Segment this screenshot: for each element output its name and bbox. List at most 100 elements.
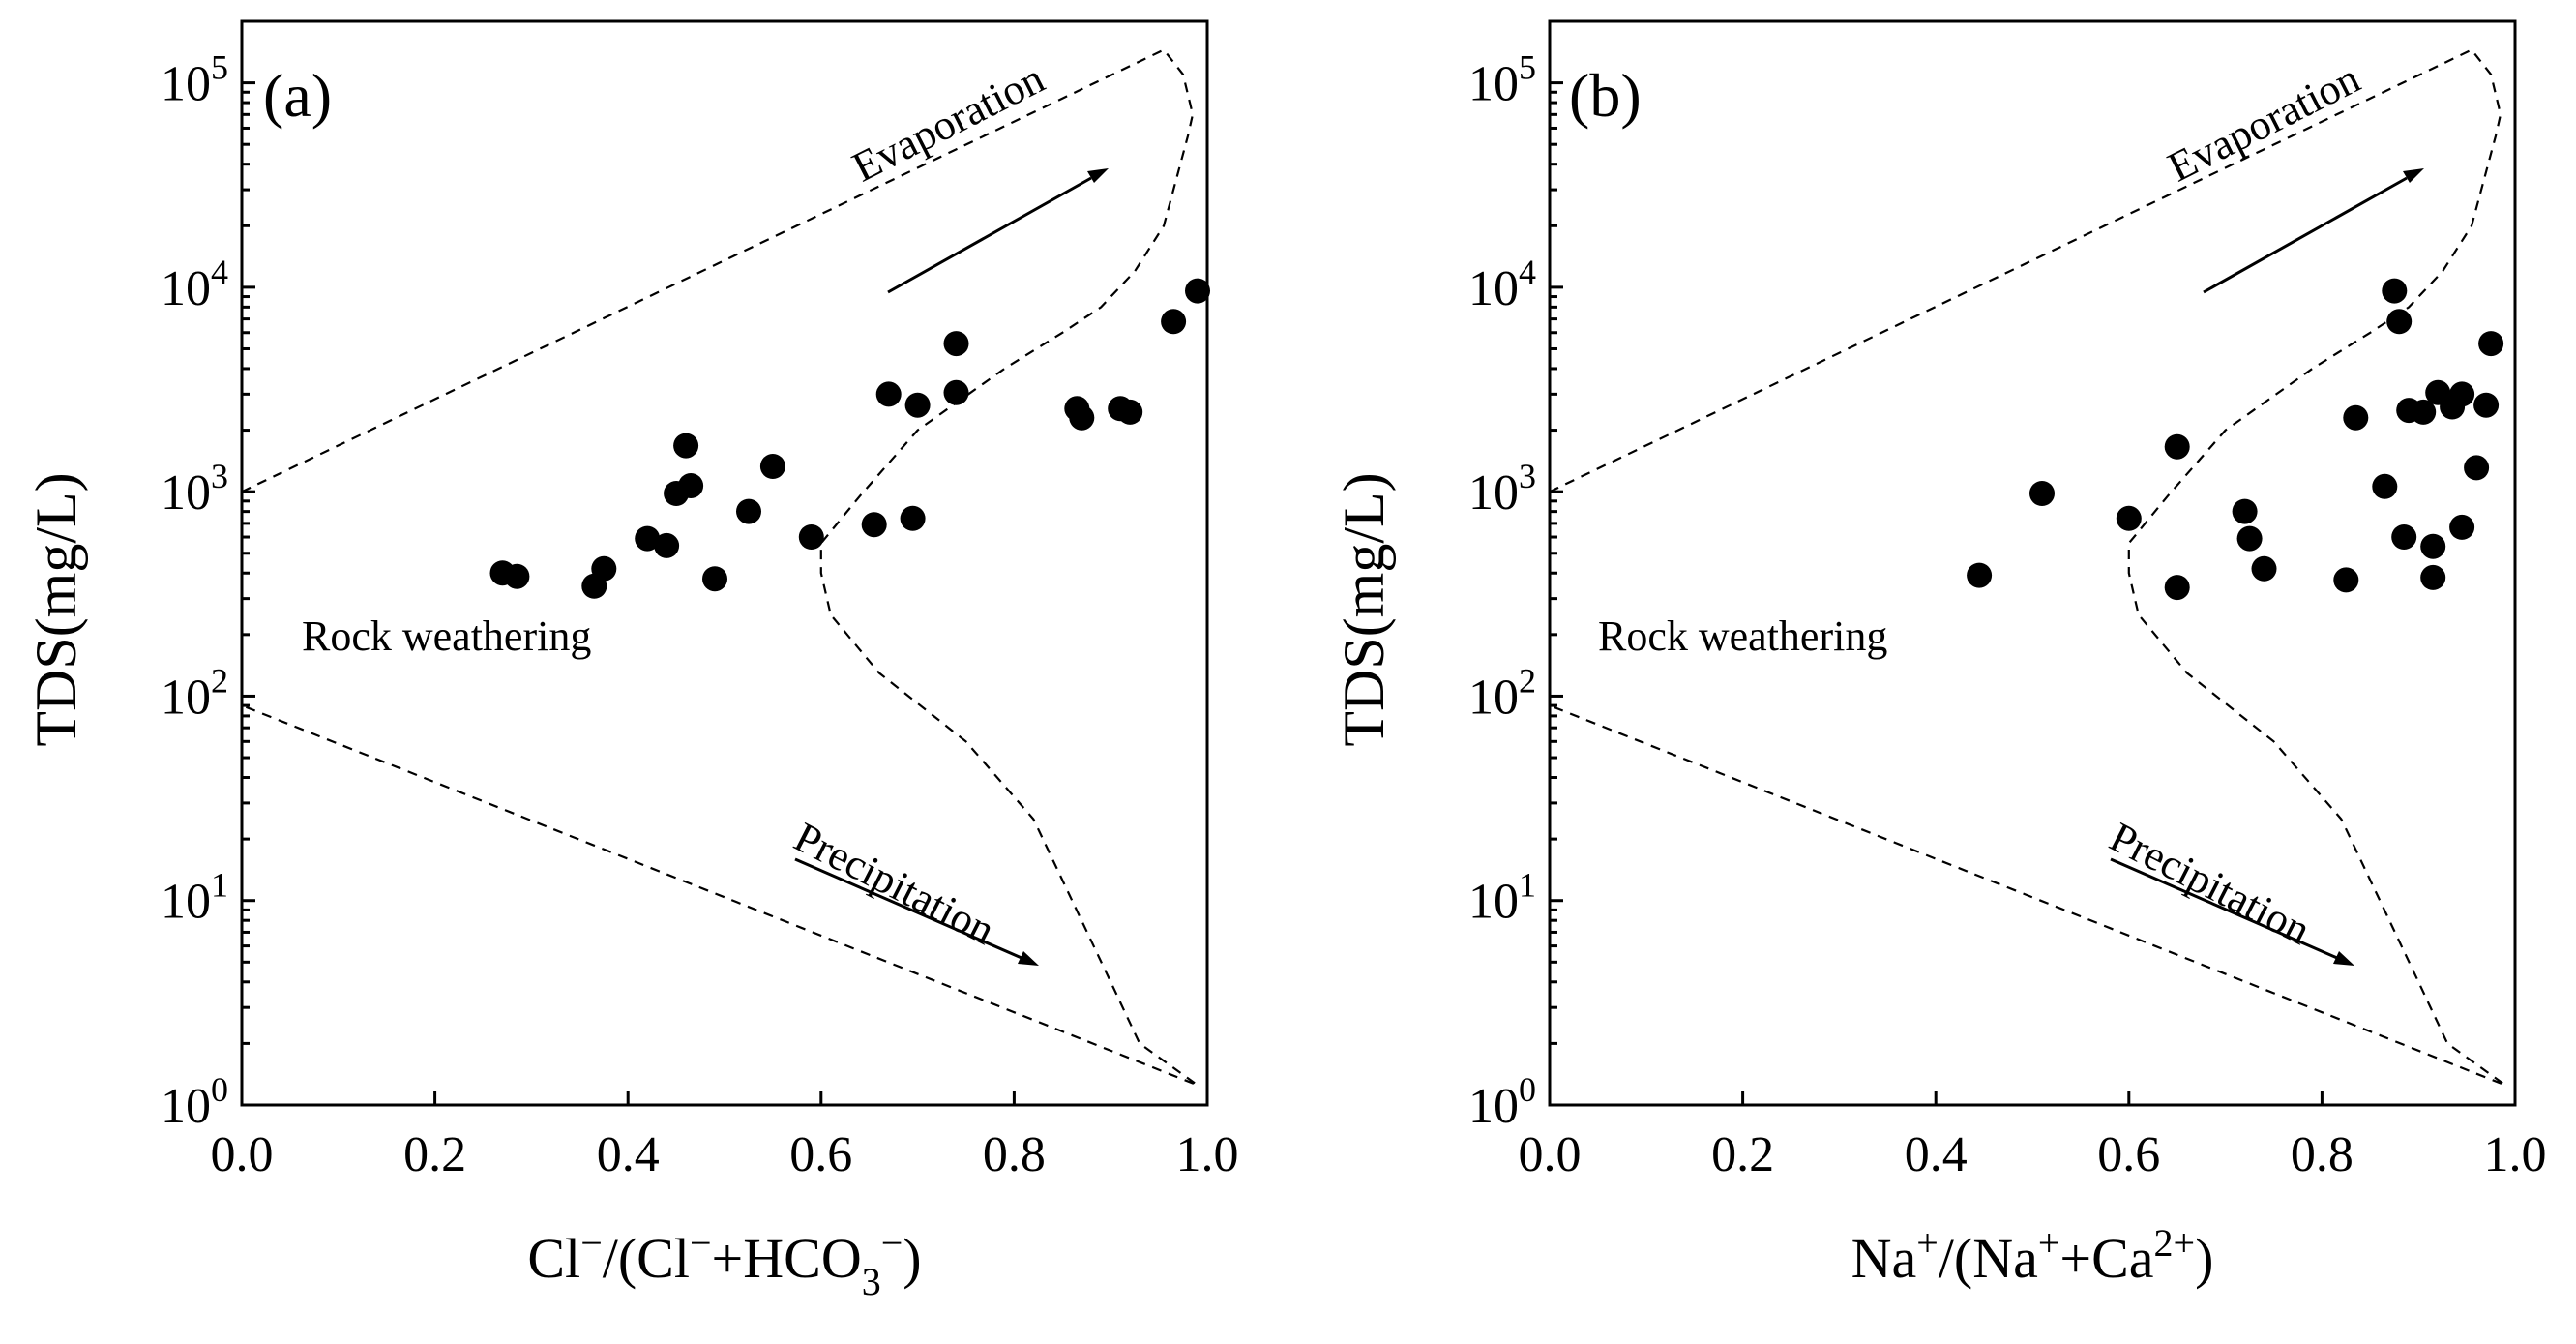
data-point [654, 532, 680, 558]
data-point [2411, 399, 2437, 425]
data-point [736, 498, 761, 524]
data-point [798, 524, 824, 550]
data-point [861, 512, 887, 538]
x-tick-label: 1.0 [1176, 1127, 1239, 1182]
x-tick-label: 1.0 [2484, 1127, 2547, 1182]
evaporation-label: Evaporation [844, 54, 1051, 191]
rock-weathering-annotation: Rock weathering [1598, 612, 1887, 660]
data-point [2449, 381, 2475, 407]
y-tick-label: 103 [1468, 457, 1536, 521]
data-point [2449, 514, 2475, 540]
data-point [943, 379, 969, 405]
data-point [2391, 524, 2417, 550]
data-point [678, 473, 704, 498]
envelope-boundary [1549, 48, 2506, 1087]
data-points [489, 278, 1210, 599]
data-point [2473, 392, 2500, 418]
panel-b: (b) TDS(mg/L) Na+/(Na++Ca2+) Rock weathe… [1332, 19, 2547, 1290]
data-point [2116, 505, 2142, 531]
data-point [2236, 525, 2263, 552]
precipitation-arrowhead [2333, 951, 2354, 966]
x-axis-label: Na+/(Na++Ca2+) [1851, 1221, 2214, 1290]
evaporation-arrowhead [2403, 168, 2424, 183]
data-point [943, 331, 969, 357]
y-tick-label: 101 [161, 866, 228, 930]
data-point [702, 566, 727, 592]
panel-a: (a) TDS(mg/L) Cl−/(Cl−+HCO3−) Rock weath… [24, 19, 1239, 1303]
data-point [900, 505, 926, 531]
x-tick-label: 0.4 [1905, 1127, 1968, 1182]
y-tick-label: 103 [161, 457, 228, 521]
evaporation-annotation: Evaporation [844, 54, 1051, 191]
gibbs-envelope [241, 48, 1199, 1087]
panel-label: (a) [263, 61, 332, 130]
data-point [591, 555, 617, 582]
precipitation-arrowhead [1018, 951, 1039, 966]
data-point [2420, 564, 2446, 590]
x-tick-label: 0.8 [983, 1127, 1046, 1182]
x-tick-label: 0.4 [597, 1127, 660, 1182]
y-tick-label: 104 [161, 253, 228, 316]
data-point [2232, 498, 2258, 524]
precipitation-annotation: Precipitation [786, 813, 1002, 954]
x-tick-label: 0.2 [1711, 1127, 1774, 1182]
data-point [1069, 404, 1095, 431]
precipitation-label: Precipitation [786, 813, 1002, 954]
data-point [673, 433, 699, 459]
data-point [2420, 533, 2446, 559]
data-point [2251, 555, 2277, 582]
data-point [2333, 567, 2359, 593]
data-point [1967, 562, 1993, 588]
x-tick-label: 0.6 [2097, 1127, 2160, 1182]
panel-label: (b) [1569, 61, 1642, 130]
envelope-boundary [241, 48, 1199, 1087]
evaporation-arrow [887, 176, 1092, 294]
data-point [2343, 404, 2369, 431]
axis-ticks: 0.0 0.2 0.4 0.6 0.8 1.0 100 101 102 103 104 105 [1468, 48, 2547, 1182]
evaporation-arrowhead [1087, 168, 1109, 183]
plot-frame [240, 19, 1209, 1107]
data-point [2464, 455, 2490, 481]
data-point [875, 381, 902, 407]
data-point [2372, 473, 2398, 499]
data-point [759, 454, 785, 479]
gibbs-envelope [1549, 48, 2506, 1087]
plot-frame [1548, 19, 2517, 1107]
evaporation-label: Evaporation [2160, 54, 2367, 191]
x-tick-label: 0.0 [1519, 1127, 1582, 1182]
data-point [1117, 399, 1143, 425]
precipitation-label: Precipitation [2102, 813, 2318, 954]
y-tick-label: 105 [161, 48, 228, 112]
rock-weathering-annotation: Rock weathering [302, 612, 591, 660]
axis-ticks: 0.0 0.2 0.4 0.6 0.8 1.0 100 101 102 103 104 105 [161, 48, 1239, 1182]
precipitation-annotation: Precipitation [2102, 813, 2318, 954]
data-point [2029, 481, 2055, 506]
x-tick-label: 0.2 [403, 1127, 466, 1182]
y-tick-label: 102 [161, 661, 228, 725]
data-point [2478, 331, 2504, 357]
data-point [2164, 575, 2190, 601]
data-point [2164, 433, 2190, 460]
x-tick-label: 0.0 [211, 1127, 274, 1182]
x-axis-label: Cl−/(Cl−+HCO3−) [527, 1221, 921, 1303]
data-point [1185, 278, 1210, 304]
y-tick-label: 105 [1468, 48, 1536, 112]
y-axis-label: TDS(mg/L) [1332, 472, 1396, 746]
y-tick-label: 102 [1468, 661, 1536, 725]
evaporation-arrow [2203, 176, 2408, 294]
data-point [504, 563, 530, 589]
data-point [635, 525, 661, 552]
data-points [1967, 278, 2504, 601]
evaporation-annotation: Evaporation [2160, 54, 2367, 191]
x-tick-label: 0.8 [2291, 1127, 2354, 1182]
data-point [2382, 278, 2408, 304]
data-point [1161, 309, 1187, 335]
precipitation-arrow [794, 857, 1022, 960]
precipitation-arrow [2110, 857, 2338, 960]
y-axis-label: TDS(mg/L) [24, 472, 88, 746]
x-tick-label: 0.6 [789, 1127, 852, 1182]
y-tick-label: 100 [1468, 1070, 1536, 1134]
y-tick-label: 104 [1468, 253, 1536, 316]
data-point [2386, 309, 2413, 335]
